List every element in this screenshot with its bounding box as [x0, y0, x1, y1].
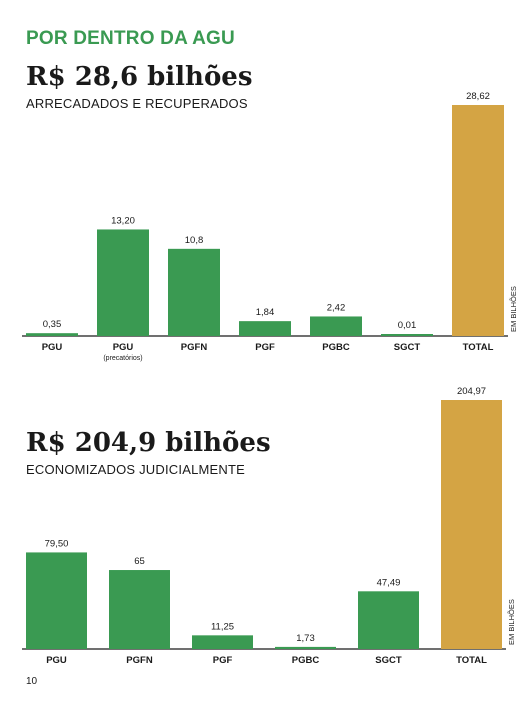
chart-1-category-label-1: PGU [113, 342, 134, 353]
chart-1-bar-2 [168, 248, 220, 336]
chart-2-value-label-1: 65 [134, 556, 145, 567]
chart-1-value-label-6: 28,62 [466, 91, 490, 102]
chart-2-bar-5 [441, 400, 502, 649]
chart-2-bar-2 [192, 635, 253, 649]
chart-1-value-label-3: 1,84 [256, 307, 275, 318]
chart-1-category-label-3: PGF [255, 342, 275, 353]
chart-2-value-label-5: 204,97 [457, 386, 486, 397]
chart-1-value-label-4: 2,42 [327, 302, 346, 313]
chart-1-category-label-4: PGBC [322, 342, 350, 353]
chart-1-subtitle: ARRECADADOS E RECUPERADOS [26, 96, 248, 111]
chart-1-category-label-2: PGFN [181, 342, 208, 353]
chart-1-unit-label: EM BILHÕES [509, 286, 518, 332]
chart-1-value-label-1: 13,20 [111, 215, 135, 226]
chart-1-value-label-2: 10,8 [185, 235, 204, 246]
page-number: 10 [26, 676, 38, 687]
chart-1-value-label-0: 0,35 [43, 319, 62, 330]
chart-1-bar-chart: 0,35 PGU 13,20 PGU (precatórios) 10,8 PGFN 1,84… [22, 91, 518, 362]
chart-1-bar-6 [452, 105, 504, 336]
chart-2-category-label-0: PGU [46, 655, 67, 666]
chart-1-category-label-0: PGU [42, 342, 63, 353]
chart-1-category-label-5: SGCT [394, 342, 421, 353]
chart-2-value-label-0: 79,50 [45, 538, 69, 549]
chart-1-title: R$ 28,6 bilhões [26, 62, 253, 92]
chart-1-bar-4 [310, 316, 362, 336]
chart-2-value-label-2: 11,25 [211, 621, 234, 632]
chart-2-category-label-1: PGFN [126, 655, 153, 666]
chart-2-title: R$ 204,9 bilhões [26, 428, 271, 458]
chart-1-bar-0 [26, 333, 78, 336]
chart-2-category-label-2: PGF [213, 655, 233, 666]
chart-1-category-sublabel-1: (precatórios) [103, 355, 142, 362]
chart-1-bar-1 [97, 229, 149, 336]
chart-2-unit-label: EM BILHÕES [507, 599, 516, 645]
chart-2-value-label-3: 1,73 [296, 633, 315, 644]
chart-1-bar-5 [381, 334, 433, 336]
chart-2-category-label-4: SGCT [375, 655, 402, 666]
chart-1-value-label-5: 0,01 [398, 320, 417, 331]
chart-2-category-label-5: TOTAL [456, 655, 487, 666]
chart-1-category-label-6: TOTAL [463, 342, 494, 353]
chart-2-bar-1 [109, 570, 170, 649]
chart-2-bar-3 [275, 646, 336, 649]
chart-2-category-label-3: PGBC [292, 655, 320, 666]
chart-1-bar-3 [239, 321, 291, 336]
chart-2-subtitle: ECONOMIZADOS JUDICIALMENTE [26, 462, 245, 477]
chart-2-bar-0 [26, 552, 87, 649]
chart-2-bar-4 [358, 591, 419, 649]
chart-2-value-label-4: 47,49 [377, 577, 401, 588]
section-header: POR DENTRO DA AGU [26, 28, 235, 49]
chart-2-bar-chart: 79,50 PGU 65 PGFN 11,25 PGF 1,73 PGBC 47,49 SGCT 2… [22, 386, 516, 666]
